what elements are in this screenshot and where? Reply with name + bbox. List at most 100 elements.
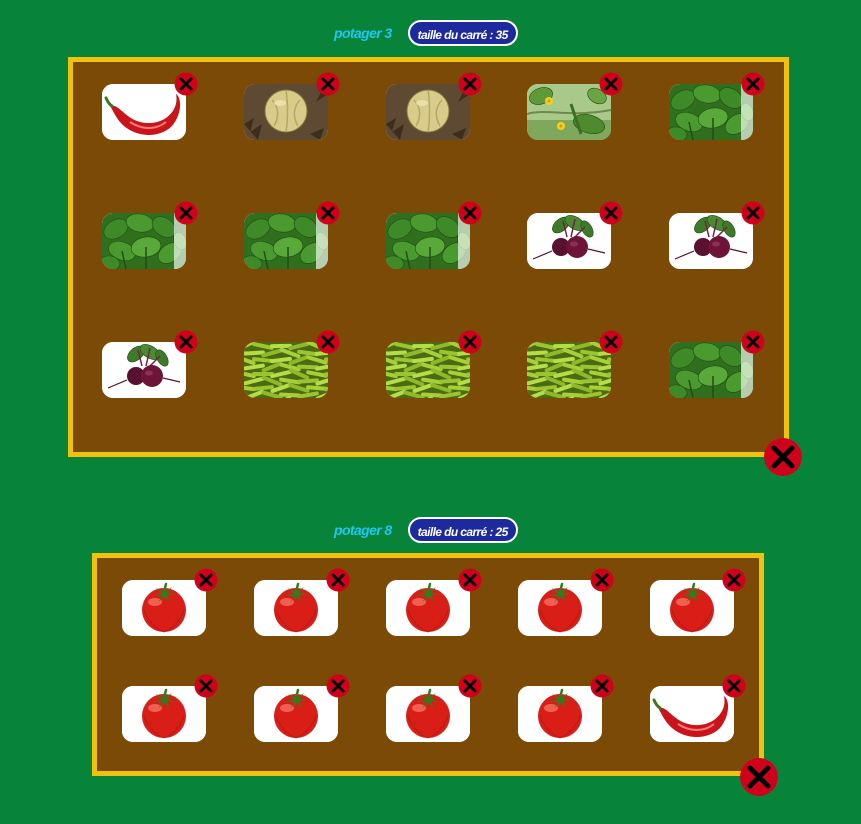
tomato-icon xyxy=(518,580,602,636)
close-icon xyxy=(174,72,198,96)
close-icon xyxy=(599,330,623,354)
plant-cell[interactable] xyxy=(518,674,614,742)
plant-cell[interactable] xyxy=(650,568,746,636)
plant-cell[interactable] xyxy=(650,674,746,742)
beetroot-image xyxy=(527,213,611,269)
tomato-icon xyxy=(386,580,470,636)
close-icon xyxy=(741,72,765,96)
close-icon xyxy=(174,330,198,354)
plant-cell[interactable] xyxy=(102,72,198,140)
plant-cell[interactable] xyxy=(254,674,350,742)
remove-plant-button[interactable] xyxy=(741,330,765,354)
plant-cell[interactable] xyxy=(122,568,218,636)
close-icon xyxy=(722,674,746,698)
remove-plant-button[interactable] xyxy=(174,72,198,96)
tomato-icon xyxy=(650,580,734,636)
pepper-image xyxy=(102,84,186,140)
plant-cell[interactable] xyxy=(386,674,482,742)
tomato-image xyxy=(122,580,206,636)
remove-plant-button[interactable] xyxy=(590,674,614,698)
basil-icon xyxy=(386,213,470,269)
basil-icon xyxy=(669,84,753,140)
plant-cell[interactable] xyxy=(244,201,340,269)
plant-cell[interactable] xyxy=(244,330,340,398)
basil-icon xyxy=(669,342,753,398)
close-icon xyxy=(326,674,350,698)
close-icon xyxy=(740,758,778,796)
close-icon xyxy=(174,201,198,225)
remove-plant-button[interactable] xyxy=(722,568,746,592)
plant-cell[interactable] xyxy=(386,72,482,140)
pepper-image xyxy=(650,686,734,742)
garden-title: potager 8 xyxy=(334,522,392,538)
remove-plant-button[interactable] xyxy=(722,674,746,698)
melon-icon xyxy=(386,84,470,140)
remove-plant-button[interactable] xyxy=(316,330,340,354)
close-icon xyxy=(599,201,623,225)
plant-cell[interactable] xyxy=(527,330,623,398)
close-icon xyxy=(590,674,614,698)
beetroot-icon xyxy=(102,342,186,398)
plant-cell[interactable] xyxy=(669,330,765,398)
remove-plant-button[interactable] xyxy=(458,568,482,592)
cucumber-icon xyxy=(527,84,611,140)
plant-cell[interactable] xyxy=(102,330,198,398)
plant-cell[interactable] xyxy=(527,72,623,140)
plant-cell[interactable] xyxy=(102,201,198,269)
remove-plant-button[interactable] xyxy=(741,72,765,96)
plant-cell[interactable] xyxy=(527,201,623,269)
garden-plot xyxy=(68,57,789,457)
remove-plant-button[interactable] xyxy=(458,330,482,354)
plant-cell[interactable] xyxy=(254,568,350,636)
basil-image xyxy=(386,213,470,269)
melon-image xyxy=(244,84,328,140)
tomato-image xyxy=(122,686,206,742)
delete-garden-button[interactable] xyxy=(763,437,803,477)
plant-cell[interactable] xyxy=(669,72,765,140)
remove-plant-button[interactable] xyxy=(458,674,482,698)
remove-plant-button[interactable] xyxy=(316,72,340,96)
close-icon xyxy=(326,568,350,592)
remove-plant-button[interactable] xyxy=(458,72,482,96)
remove-plant-button[interactable] xyxy=(599,201,623,225)
plant-cell[interactable] xyxy=(122,674,218,742)
close-icon xyxy=(458,330,482,354)
plant-cell[interactable] xyxy=(386,201,482,269)
pepper-icon xyxy=(650,686,734,742)
remove-plant-button[interactable] xyxy=(458,201,482,225)
remove-plant-button[interactable] xyxy=(326,568,350,592)
remove-plant-button[interactable] xyxy=(326,674,350,698)
remove-plant-button[interactable] xyxy=(590,568,614,592)
tomato-icon xyxy=(386,686,470,742)
beetroot-image xyxy=(102,342,186,398)
close-icon xyxy=(741,201,765,225)
tomato-image xyxy=(254,580,338,636)
remove-plant-button[interactable] xyxy=(174,201,198,225)
tomato-image xyxy=(518,580,602,636)
close-icon xyxy=(458,72,482,96)
remove-plant-button[interactable] xyxy=(194,674,218,698)
remove-plant-button[interactable] xyxy=(599,330,623,354)
remove-plant-button[interactable] xyxy=(599,72,623,96)
close-icon xyxy=(458,201,482,225)
tomato-icon xyxy=(518,686,602,742)
plant-cell[interactable] xyxy=(244,72,340,140)
garden-header: potager 8 taille du carré : 25 xyxy=(334,515,518,545)
garden-header: potager 3 taille du carré : 35 xyxy=(334,18,518,48)
plant-cell[interactable] xyxy=(386,568,482,636)
basil-icon xyxy=(102,213,186,269)
basil-image xyxy=(244,213,328,269)
delete-garden-button[interactable] xyxy=(739,757,779,797)
remove-plant-button[interactable] xyxy=(174,330,198,354)
remove-plant-button[interactable] xyxy=(316,201,340,225)
tomato-icon xyxy=(254,580,338,636)
tomato-icon xyxy=(254,686,338,742)
remove-plant-button[interactable] xyxy=(194,568,218,592)
beetroot-image xyxy=(669,213,753,269)
plant-cell[interactable] xyxy=(518,568,614,636)
plant-cell[interactable] xyxy=(669,201,765,269)
remove-plant-button[interactable] xyxy=(741,201,765,225)
plant-cell[interactable] xyxy=(386,330,482,398)
close-icon xyxy=(741,330,765,354)
green-beans-image xyxy=(527,342,611,398)
